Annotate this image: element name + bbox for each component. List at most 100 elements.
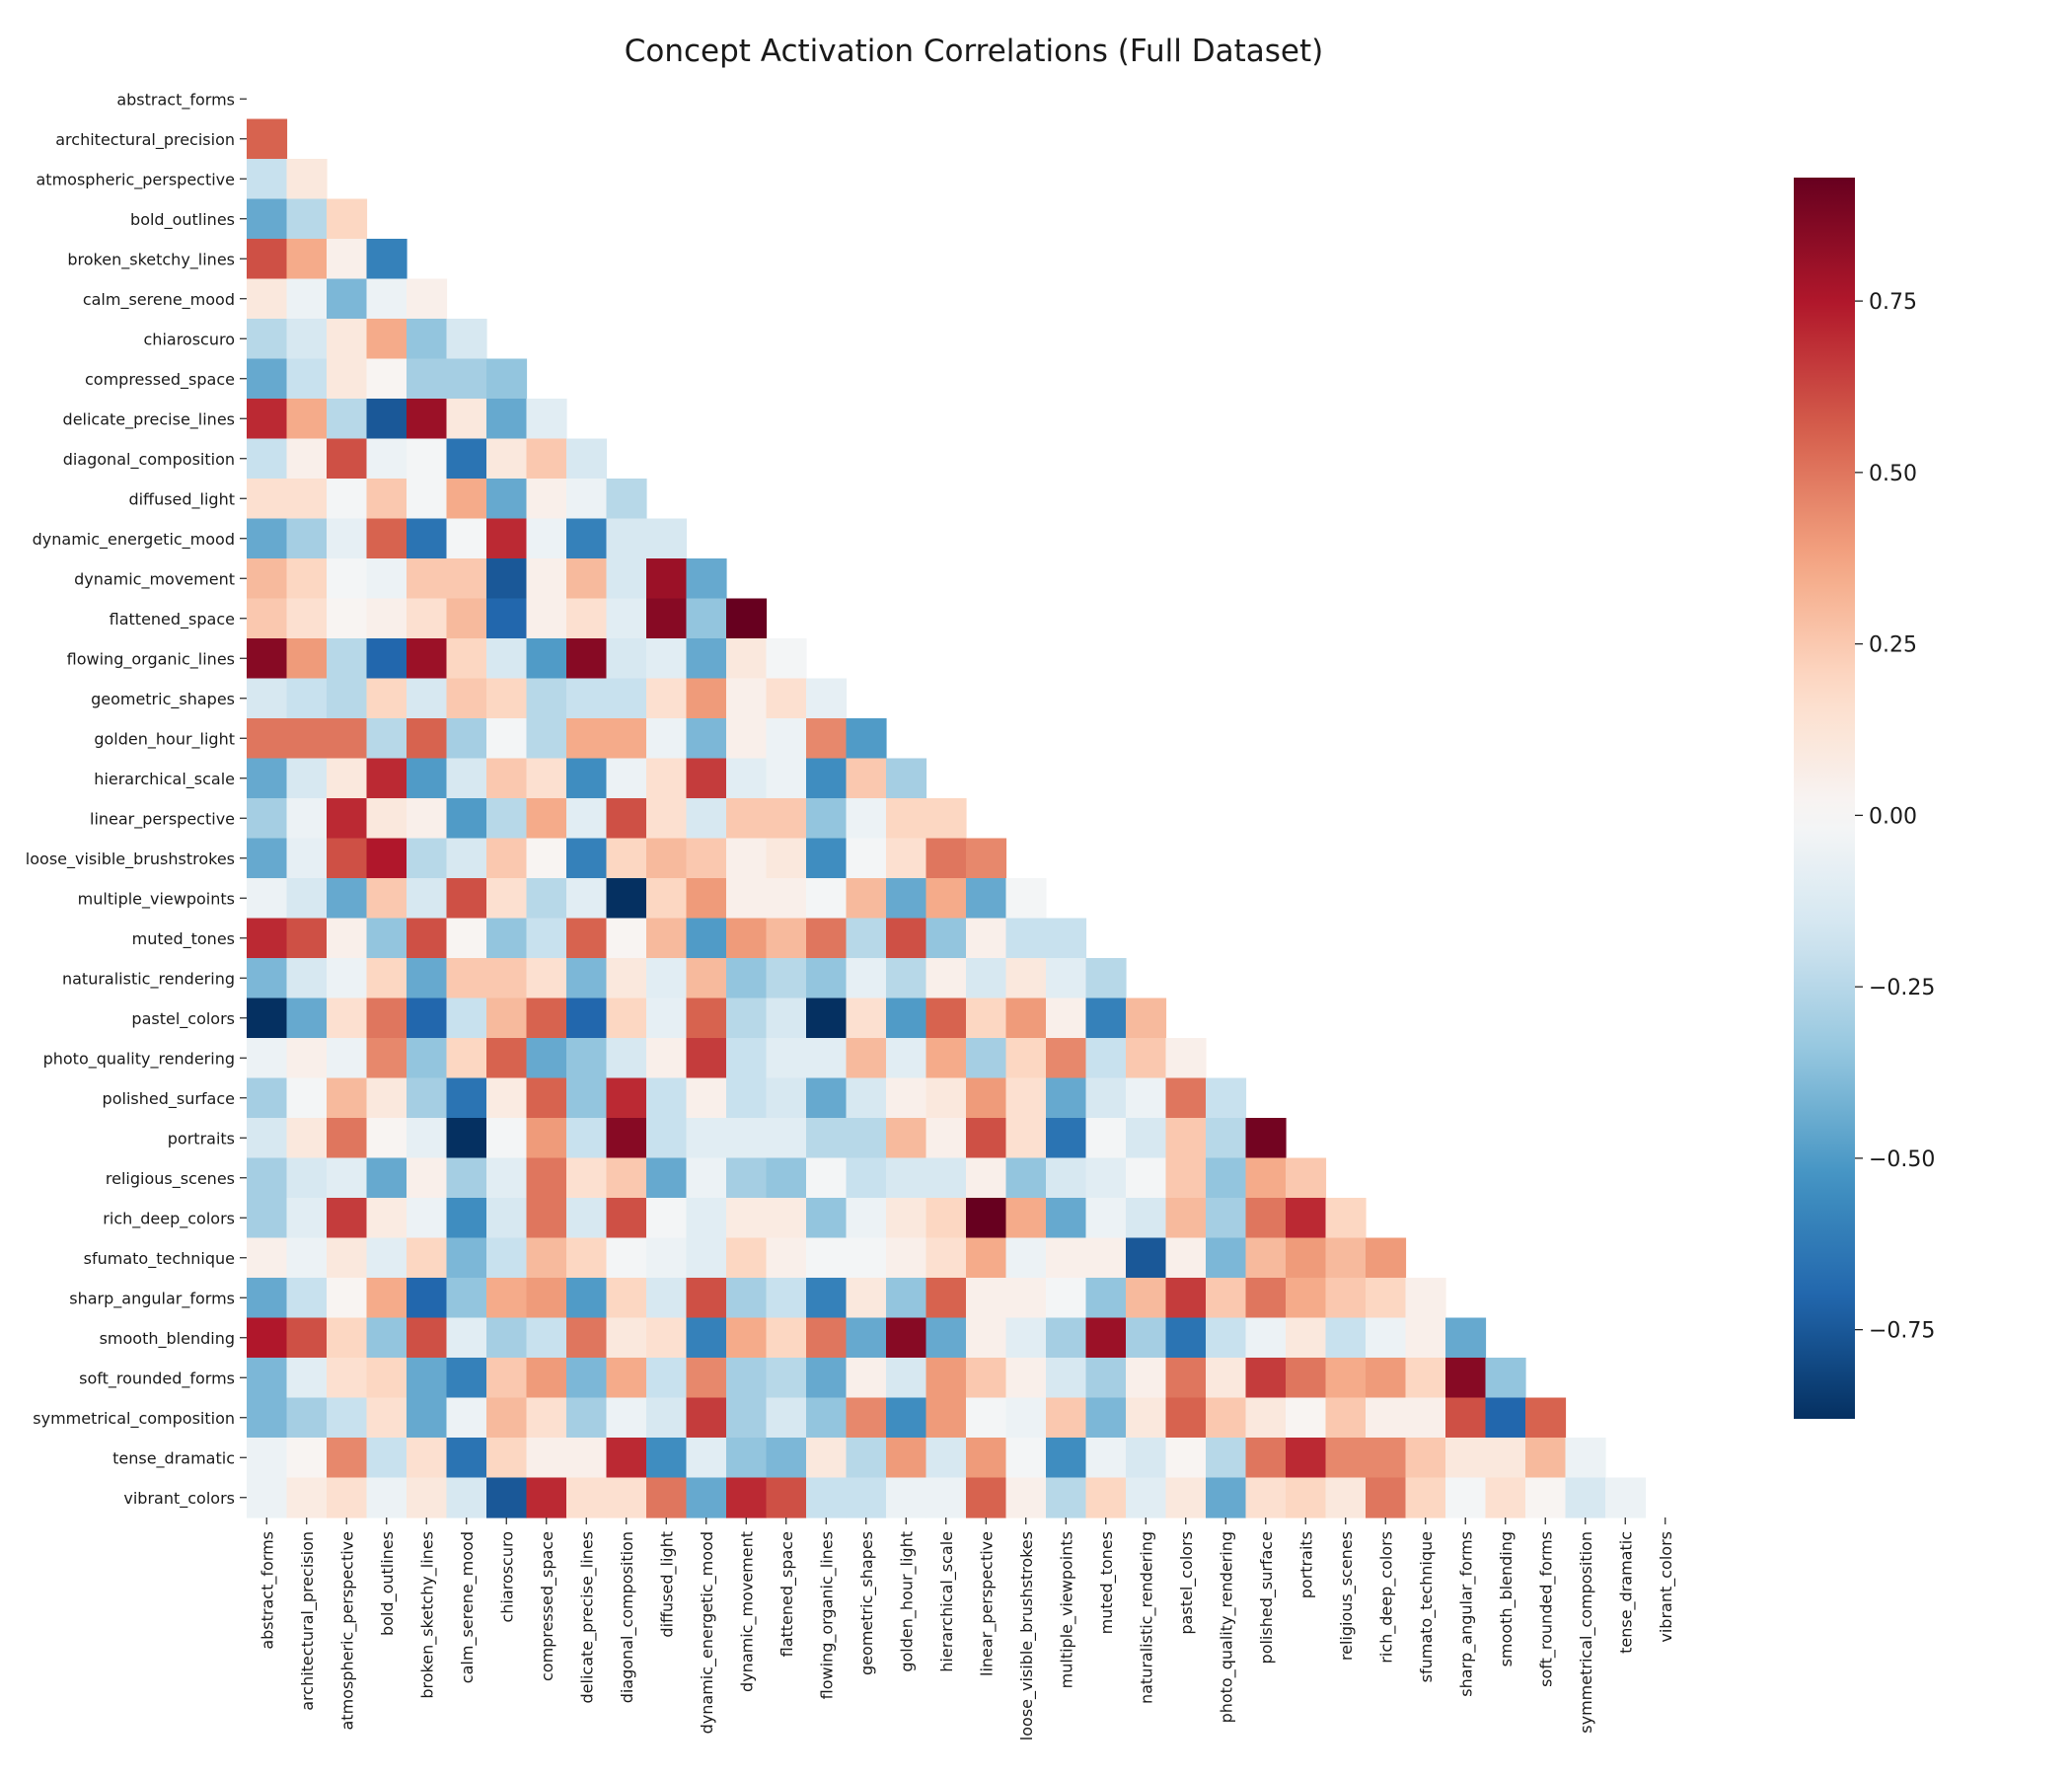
row-label: loose_visible_brushstrokes [26,850,235,869]
heatmap-cell [1286,1317,1327,1359]
heatmap-cell [366,758,407,799]
heatmap-cell [1126,1077,1167,1119]
heatmap-cell [407,1198,448,1239]
heatmap-cell [327,1477,368,1518]
chart-title: Concept Activation Correlations (Full Da… [625,34,1324,69]
heatmap-cell [726,918,768,959]
heatmap-cell [766,958,807,999]
heatmap-cell [407,1157,448,1199]
heatmap-cell [726,1198,768,1239]
heatmap-cell [1085,998,1127,1039]
row-label: hierarchical_scale [94,770,235,789]
heatmap-cell [1126,1438,1167,1479]
heatmap-cell [686,998,727,1039]
heatmap-cell [846,798,887,840]
heatmap-cell [446,479,487,520]
heatmap-cell [606,598,647,639]
heatmap-cell [327,998,368,1039]
column-label: pastel_colors [1177,1531,1197,1635]
heatmap-cell [486,758,528,799]
heatmap-cell [726,998,768,1039]
heatmap-cell [646,718,688,760]
heatmap-cell [486,438,528,480]
heatmap-cell [646,1237,688,1279]
heatmap-cell [886,1358,927,1399]
heatmap-cell [646,838,688,879]
heatmap-cell [646,1077,688,1119]
heatmap-cell [407,958,448,999]
heatmap-cell [446,798,487,840]
heatmap-cell [1245,1198,1287,1239]
heatmap-cell [806,1157,848,1199]
column-label: sfumato_technique [1417,1531,1437,1682]
heatmap-cell [886,838,927,879]
column-label: vibrant_colors [1657,1531,1676,1643]
heatmap-cell [646,598,688,639]
heatmap-cell [526,1278,567,1319]
heatmap-cell [286,918,328,959]
heatmap-cell [1126,1477,1167,1518]
heatmap-cell [806,1118,848,1159]
heatmap-cell [1126,1157,1167,1199]
heatmap-cell [1286,1477,1327,1518]
row-label: chiaroscuro [144,330,236,348]
heatmap-cell [606,718,647,760]
heatmap-cell [526,518,567,559]
heatmap-cell [886,1157,927,1199]
heatmap-cell [925,1077,967,1119]
heatmap-cell [606,1477,647,1518]
heatmap-cell [286,319,328,360]
heatmap-cell [247,598,288,639]
heatmap-cell [366,798,407,840]
heatmap-cell [846,1278,887,1319]
heatmap-cell [766,758,807,799]
heatmap-cell [1206,1077,1247,1119]
heatmap-cell [247,479,288,520]
heatmap-cell [526,1477,567,1518]
row-label: calm_serene_mood [83,290,235,310]
heatmap-cell [566,1278,608,1319]
row-label: rich_deep_colors [103,1209,235,1228]
heatmap-cell [686,1118,727,1159]
heatmap-cell [1085,1237,1127,1279]
heatmap-cell [806,1477,848,1518]
heatmap-cell [966,1198,1007,1239]
heatmap-cell [407,278,448,320]
heatmap-cell [606,558,647,600]
heatmap-cell [327,1358,368,1399]
heatmap-cell [886,918,927,959]
heatmap-cell [446,638,487,680]
heatmap-cell [1165,1077,1207,1119]
heatmap-cell [686,718,727,760]
heatmap-cell [1286,1237,1327,1279]
column-label: religious_scenes [1337,1531,1357,1661]
heatmap-cell [247,558,288,600]
heatmap-cell [966,1317,1007,1359]
heatmap-cell [327,1317,368,1359]
heatmap-cell [1085,1118,1127,1159]
heatmap-cell [606,1077,647,1119]
heatmap-cell [1085,1278,1127,1319]
heatmap-cell [1165,1358,1207,1399]
heatmap-cell [1005,878,1047,920]
heatmap-cell [526,1397,567,1439]
heatmap-cell [1126,1358,1167,1399]
heatmap-cell [686,1438,727,1479]
row-label: abstract_forms [116,90,235,110]
heatmap-cell [806,998,848,1039]
heatmap-cell [806,678,848,719]
heatmap-cell [366,878,407,920]
heatmap-cell [766,798,807,840]
column-label: architectural_precision [298,1531,318,1711]
heatmap-cell [846,838,887,879]
heatmap-cell [366,518,407,559]
heatmap-cell [286,1397,328,1439]
heatmap-cell [247,878,288,920]
heatmap-cell [486,998,528,1039]
heatmap-cell [327,838,368,879]
heatmap-cell [846,718,887,760]
heatmap-cell [846,998,887,1039]
heatmap-cell [526,479,567,520]
heatmap-cell [686,1077,727,1119]
heatmap-cell [1046,1118,1087,1159]
